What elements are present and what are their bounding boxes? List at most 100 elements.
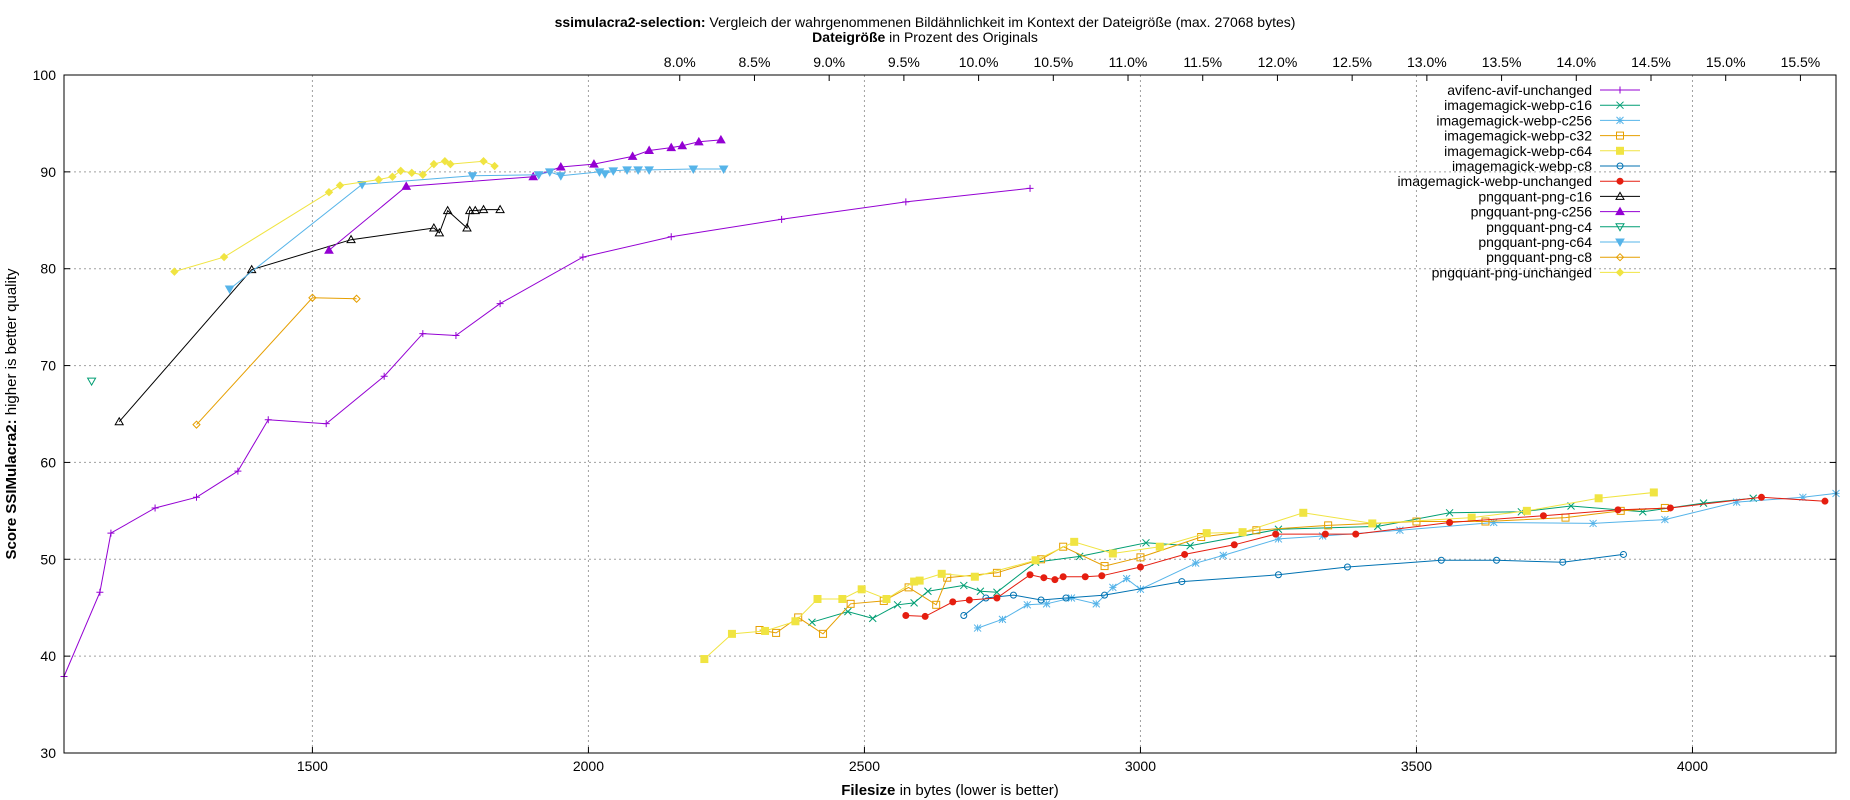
- series-pngquant-png-c16: [114, 204, 505, 426]
- data-point: [644, 145, 655, 155]
- series-pngquant-png-c256: [324, 134, 726, 254]
- y-axis-ticks: 30 40 50 60 70 80 90 100: [33, 67, 1836, 761]
- data-point: [693, 136, 704, 146]
- x2-tick-label: 14.5%: [1631, 54, 1671, 70]
- data-point: [324, 245, 334, 254]
- data-point: [700, 655, 709, 664]
- data-point: [1230, 541, 1238, 549]
- data-point: [1108, 549, 1117, 558]
- series-line: [703, 492, 1654, 660]
- series-imagemagick-webp-c64: [700, 488, 1658, 664]
- legend-marker: [1615, 268, 1625, 277]
- data-point: [677, 140, 688, 150]
- x-tick-label: 1500: [297, 758, 328, 774]
- data-point: [727, 629, 736, 638]
- data-point: [380, 372, 388, 380]
- data-point: [479, 156, 488, 166]
- data-point: [234, 467, 242, 475]
- data-point: [1059, 573, 1067, 581]
- chart-subtitle: Dateigröße in Prozent des Originals: [812, 29, 1038, 45]
- legend-item: imagemagick-webp-c8: [1452, 158, 1640, 174]
- data-point: [1274, 571, 1282, 579]
- legend-label: imagemagick-webp-c32: [1444, 128, 1592, 144]
- data-point: [1026, 571, 1034, 579]
- data-point: [846, 599, 855, 608]
- x2-tick-label: 8.0%: [664, 54, 696, 70]
- data-point: [464, 205, 475, 215]
- data-point: [434, 227, 445, 237]
- data-point: [993, 588, 1001, 597]
- data-point: [1732, 498, 1741, 506]
- data-point: [224, 285, 235, 295]
- legend-marker: [1616, 101, 1624, 110]
- data-point: [993, 594, 1001, 602]
- data-point: [407, 168, 416, 178]
- data-point: [470, 205, 481, 215]
- x-axis-ticks: 1500 2000 2500 3000 3500 4000: [297, 747, 1708, 774]
- data-point: [1666, 504, 1674, 512]
- data-point: [589, 159, 599, 168]
- data-point: [965, 596, 973, 604]
- series-imagemagick-webp-c32: [755, 503, 1669, 638]
- data-point: [1092, 599, 1101, 608]
- data-point: [778, 215, 786, 223]
- legend-item: avifenc-avif-unchanged: [1447, 82, 1640, 98]
- data-point: [1062, 594, 1070, 602]
- data-point: [1619, 550, 1627, 558]
- legend-label: imagemagick-webp-c64: [1444, 143, 1592, 159]
- data-point: [910, 599, 918, 607]
- data-point: [1467, 513, 1476, 522]
- data-point: [428, 223, 439, 232]
- data-point: [462, 223, 472, 232]
- data-point: [1446, 518, 1454, 526]
- legend-label: pngquant-png-c16: [1478, 188, 1592, 204]
- data-point: [627, 151, 638, 160]
- y-axis-label: Score SSIMulacra2: higher is better qual…: [3, 268, 20, 559]
- data-point: [772, 628, 781, 637]
- series-imagemagick-webp-c8: [960, 550, 1627, 619]
- series-line: [759, 507, 1665, 635]
- legend-label: pngquant-png-c4: [1486, 219, 1592, 235]
- legend-label: imagemagick-webp-c8: [1452, 158, 1592, 174]
- data-point: [1178, 578, 1186, 586]
- y-tick-label: 100: [33, 67, 57, 83]
- plot-frame: [63, 74, 1837, 754]
- data-point: [1594, 494, 1603, 503]
- data-point: [396, 166, 405, 176]
- data-point: [1181, 550, 1189, 558]
- legend-item: pngquant-png-unchanged: [1432, 264, 1640, 280]
- data-point: [1481, 517, 1490, 526]
- legend-label: pngquant-png-c256: [1471, 204, 1593, 220]
- data-point: [838, 594, 847, 603]
- legend-item: pngquant-png-c64: [1478, 234, 1640, 250]
- data-point: [264, 416, 272, 424]
- data-point: [893, 600, 902, 609]
- data-point: [1136, 553, 1145, 562]
- data-point: [819, 629, 828, 638]
- data-point: [1252, 526, 1261, 535]
- data-point: [388, 172, 397, 181]
- legend-item: imagemagick-webp-c16: [1444, 97, 1640, 113]
- data-point: [322, 420, 330, 428]
- legend-marker: [1615, 191, 1625, 200]
- data-point: [1122, 574, 1131, 583]
- series-pngquant-png-c4: [86, 377, 97, 387]
- data-point: [1559, 558, 1567, 566]
- series-pngquant-png-c8: [192, 293, 361, 429]
- legend: avifenc-avif-unchangedimagemagick-webp-c…: [1397, 82, 1640, 280]
- data-point: [970, 572, 979, 581]
- legend-marker: [1615, 206, 1625, 216]
- data-point: [544, 168, 555, 177]
- data-point: [1037, 596, 1045, 604]
- x-tick-label: 2500: [849, 758, 880, 774]
- data-point: [998, 615, 1007, 624]
- data-point: [1274, 535, 1283, 543]
- data-point: [1437, 556, 1445, 564]
- data-point: [902, 611, 910, 619]
- data-point: [1042, 599, 1051, 608]
- x2-tick-label: 11.0%: [1109, 54, 1148, 70]
- y-tick-label: 80: [40, 261, 56, 277]
- data-point: [1589, 519, 1597, 528]
- legend-label: imagemagick-webp-c256: [1436, 112, 1592, 128]
